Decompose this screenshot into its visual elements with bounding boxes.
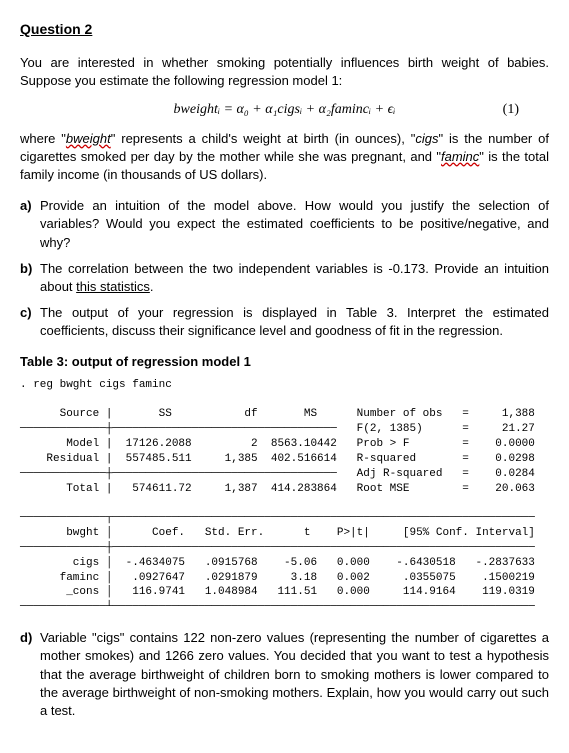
wavy-term-bweight: bweight [66, 131, 111, 146]
sub-question-a: a) Provide an intuition of the model abo… [20, 197, 549, 252]
equation: bweightᵢ = α₀ + α₁cigsᵢ + α₂famincᵢ + ϵᵢ [174, 100, 396, 120]
sub-question-d: d) Variable "cigs" contains 122 non-zero… [20, 629, 549, 720]
stata-output: . reg bwght cigs faminc Source | SS df M… [20, 378, 549, 616]
text-fragment: where " [20, 131, 66, 146]
text-d: Variable "cigs" contains 122 non-zero va… [40, 629, 549, 720]
question-title: Question 2 [20, 20, 549, 40]
sub-question-c: c) The output of your regression is disp… [20, 304, 549, 340]
text-a: Provide an intuition of the model above.… [40, 197, 549, 252]
sub-question-b: b) The correlation between the two indep… [20, 260, 549, 296]
equation-number: (1) [503, 100, 519, 120]
intro-paragraph-1: You are interested in whether smoking po… [20, 54, 549, 90]
label-a: a) [20, 197, 40, 252]
text-c: The output of your regression is display… [40, 304, 549, 340]
label-c: c) [20, 304, 40, 340]
text-b: The correlation between the two independ… [40, 260, 549, 296]
label-b: b) [20, 260, 40, 296]
equation-row: bweightᵢ = α₀ + α₁cigsᵢ + α₂famincᵢ + ϵᵢ… [20, 100, 549, 120]
underlined-term: this statistics [76, 279, 150, 294]
italic-term-cigs: cigs [415, 131, 438, 146]
text-fragment: " represents a child's weight at birth (… [111, 131, 416, 146]
text-fragment: . [150, 279, 154, 294]
label-d: d) [20, 629, 40, 720]
sub-question-list: a) Provide an intuition of the model abo… [20, 197, 549, 340]
table-title: Table 3: output of regression model 1 [20, 353, 549, 371]
intro-paragraph-2: where "bweight" represents a child's wei… [20, 130, 549, 185]
sub-question-list-2: d) Variable "cigs" contains 122 non-zero… [20, 629, 549, 720]
wavy-term-faminc: faminc [441, 149, 479, 164]
